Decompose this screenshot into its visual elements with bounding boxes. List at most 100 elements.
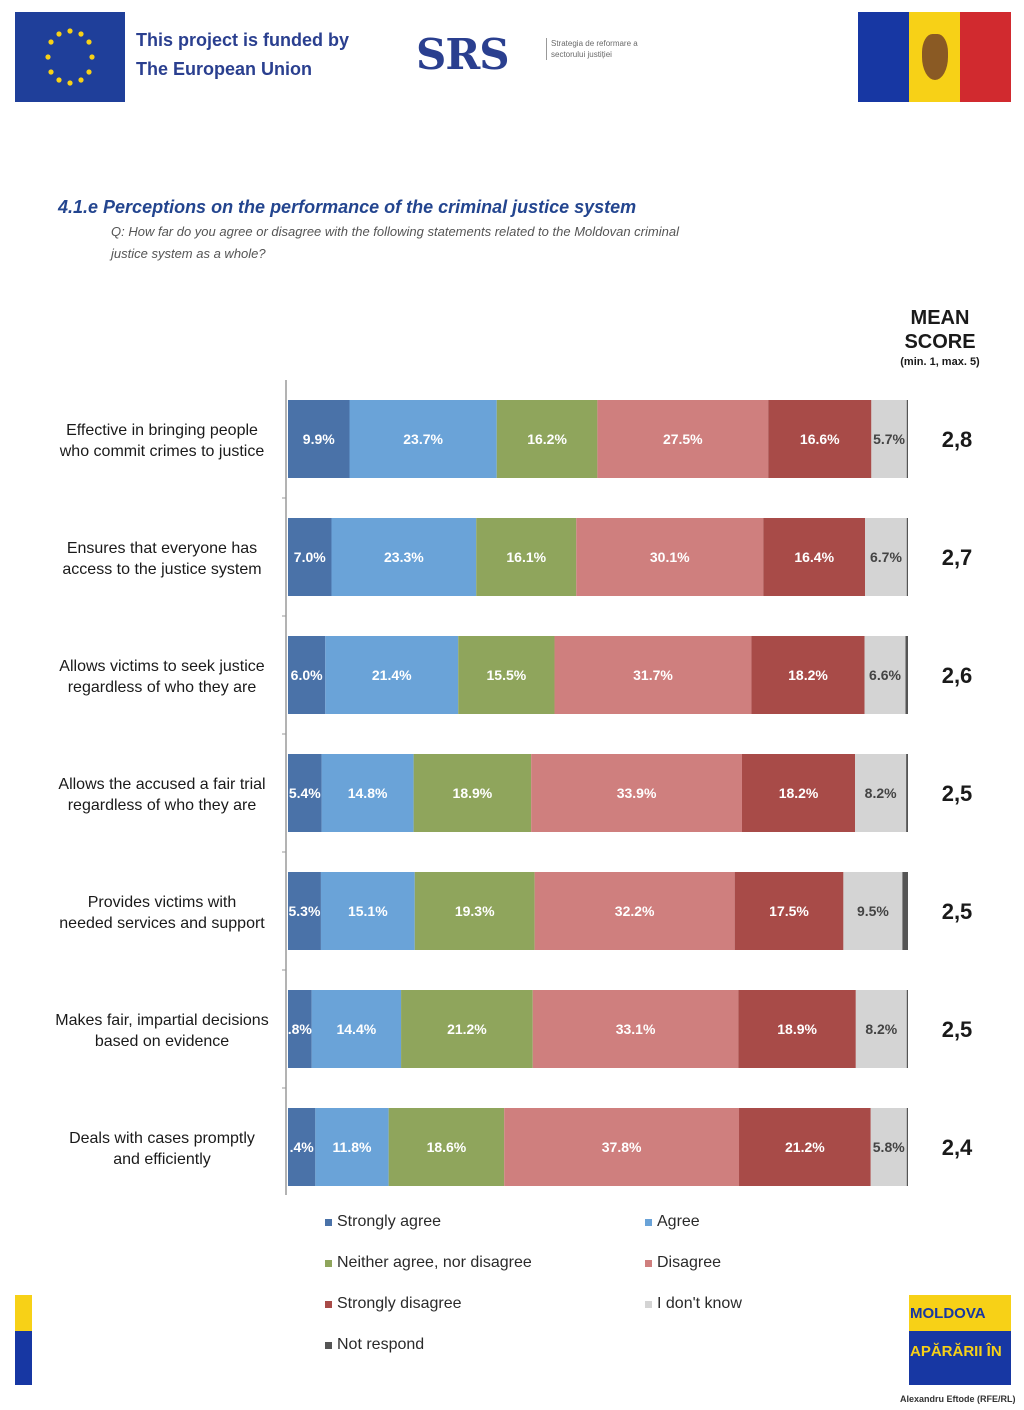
chart-question: Q: How far do you agree or disagree with… xyxy=(111,224,679,261)
category-label: regardless of who they are xyxy=(68,679,257,696)
data-label: 6.0% xyxy=(291,667,323,683)
mean-score-value: 2,5 xyxy=(942,899,973,924)
data-label: 18.9% xyxy=(777,1021,817,1037)
data-label: .4% xyxy=(290,1139,315,1155)
data-label: 5.3% xyxy=(289,903,321,919)
mean-score-value: 2,5 xyxy=(942,1017,973,1042)
footer-band-text-1: MOLDOVA xyxy=(910,1305,986,1322)
bar-segment-strongly_disagree xyxy=(768,400,872,478)
data-label: 14.4% xyxy=(336,1021,376,1037)
legend-item-strongly_disagree: Strongly disagree xyxy=(325,1295,462,1313)
mean-score-value: 2,7 xyxy=(942,545,973,570)
funded-line-2: The European Union xyxy=(136,59,313,79)
legend-swatch xyxy=(645,1300,652,1308)
footer-band-right xyxy=(909,1295,1011,1385)
legend-swatch xyxy=(645,1259,652,1267)
bar-segment-agree xyxy=(311,990,402,1068)
data-label: 6.6% xyxy=(869,667,901,683)
legend-item-neither: Neither agree, nor disagree xyxy=(325,1254,532,1272)
legend-label: Strongly disagree xyxy=(337,1295,462,1312)
bar-segment-disagree xyxy=(532,990,739,1068)
bar-segment-strongly_agree xyxy=(288,400,350,478)
bar-segment-not_respond xyxy=(906,1108,908,1186)
bar-segment-neither xyxy=(401,990,533,1068)
data-label: 16.1% xyxy=(506,549,546,565)
data-label: 18.2% xyxy=(788,667,828,683)
bar-segment-disagree xyxy=(554,636,752,714)
bar-segment-agree xyxy=(325,636,459,714)
data-label: 5.8% xyxy=(873,1139,905,1155)
data-label: 9.5% xyxy=(857,903,889,919)
bar-segment-agree xyxy=(349,400,497,478)
data-label: 31.7% xyxy=(633,667,673,683)
bar-segment-not_respond xyxy=(906,754,908,832)
legend-item-disagree: Disagree xyxy=(645,1254,721,1272)
category-label: Provides victims with xyxy=(88,894,236,911)
bar-segment-neither xyxy=(413,754,532,832)
legend-swatch xyxy=(325,1259,332,1267)
legend-item-agree: Agree xyxy=(645,1213,700,1231)
data-label: 18.9% xyxy=(453,785,493,801)
mean-header-line2: SCORE xyxy=(904,331,976,353)
bar-segment-dont_know xyxy=(865,518,907,596)
data-label: 27.5% xyxy=(663,431,703,447)
bar-segment-disagree xyxy=(576,518,764,596)
bar-segment-neither xyxy=(414,872,535,950)
data-label: 15.1% xyxy=(348,903,388,919)
srs-logo-subtitle: Strategia de reformare a sectorului just… xyxy=(546,38,647,60)
bar-segment-strongly_agree xyxy=(288,872,321,950)
category-label: regardless of who they are xyxy=(68,797,257,814)
mean-score-value: 2,6 xyxy=(942,663,973,688)
flag-blue-stripe xyxy=(858,12,909,102)
moldova-flag-logo xyxy=(858,12,1011,102)
bar-segment-strongly_disagree xyxy=(751,636,865,714)
chart-title: 4.1.e Perceptions on the performance of … xyxy=(58,197,637,217)
mean-header-line1: MEAN xyxy=(910,307,970,329)
data-label: 18.2% xyxy=(779,785,819,801)
data-label: 33.1% xyxy=(616,1021,656,1037)
bar-segment-strongly_agree xyxy=(288,754,322,832)
bar-segment-strongly_agree xyxy=(288,990,312,1068)
category-label: based on evidence xyxy=(95,1033,229,1050)
category-label: who commit crimes to justice xyxy=(59,443,265,460)
legend-swatch xyxy=(645,1218,652,1226)
data-label: 23.3% xyxy=(384,549,424,565)
data-label: 11.8% xyxy=(333,1139,372,1155)
category-label: Allows victims to seek justice xyxy=(59,658,264,675)
data-label: 5.7% xyxy=(873,431,905,447)
data-label: 18.6% xyxy=(427,1139,467,1155)
bar-segment-dont_know xyxy=(864,636,906,714)
legend-item-strongly_agree: Strongly agree xyxy=(325,1213,441,1231)
data-label: 21.2% xyxy=(447,1021,487,1037)
bar-segment-agree xyxy=(321,754,414,832)
legend-label: Not respond xyxy=(337,1336,425,1353)
data-label: 19.3% xyxy=(455,903,495,919)
bar-segment-not_respond xyxy=(906,400,908,478)
funded-line-1: This project is funded by xyxy=(136,30,350,50)
bar-segment-dont_know xyxy=(855,990,907,1068)
data-label: 5.4% xyxy=(289,785,321,801)
bar-segment-neither xyxy=(476,518,577,596)
legend-label: Neither agree, nor disagree xyxy=(337,1254,532,1271)
photo-credit: Alexandru Eftode (RFE/RL) xyxy=(900,1394,1016,1404)
category-label: Effective in bringing people xyxy=(66,422,258,439)
legend-label: Disagree xyxy=(657,1254,722,1271)
coat-of-arms-icon xyxy=(922,34,948,80)
legend-item-not_respond: Not respond xyxy=(325,1336,424,1354)
data-label: 8.2% xyxy=(865,785,897,801)
legend-label: Strongly agree xyxy=(337,1213,442,1230)
data-label: 6.7% xyxy=(870,549,902,565)
bar-segment-strongly_disagree xyxy=(741,754,856,832)
bar-segment-strongly_disagree xyxy=(734,872,844,950)
flag-red-stripe xyxy=(960,12,1011,102)
category-label: Ensures that everyone has xyxy=(67,540,257,557)
legend-swatch xyxy=(325,1218,332,1226)
legend-item-dont_know: I don't know xyxy=(645,1295,742,1313)
data-label: 30.1% xyxy=(650,549,690,565)
data-label: 7.0% xyxy=(294,549,326,565)
footer-band-left xyxy=(15,1295,32,1385)
data-label: 9.9% xyxy=(303,431,335,447)
bar-segment-dont_know xyxy=(855,754,907,832)
data-label: 37.8% xyxy=(602,1139,642,1155)
